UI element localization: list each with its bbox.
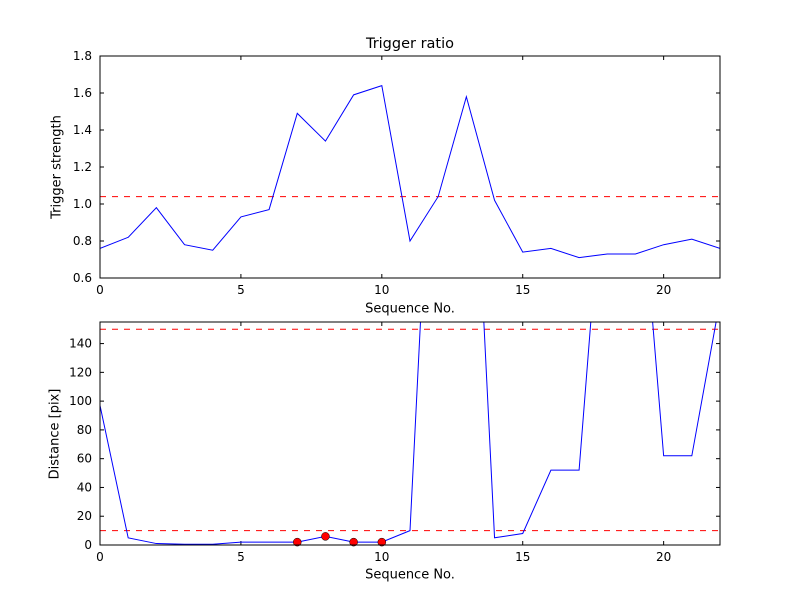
y-tick-label: 140 [69,337,92,351]
axes-border [99,55,721,279]
y-tick-label: 100 [69,394,92,408]
bottom-x-axis-label: Sequence No. [365,567,455,583]
top-x-axis-label: Sequence No. [365,301,455,317]
x-tick-label: 15 [515,550,530,564]
y-tick-label: 60 [77,452,92,466]
y-tick-label: 1.8 [73,49,92,63]
y-tick-label: 20 [77,509,92,523]
top-y-axis-label: Trigger strength [49,115,65,219]
x-tick-label: 20 [656,283,671,297]
data-line [100,322,717,545]
y-tick-label: 120 [69,365,92,379]
trigger-marker [349,537,358,547]
axes-border [99,321,721,546]
y-tick-label: 1.0 [73,197,92,211]
x-tick-label: 10 [374,550,389,564]
x-tick-label: 5 [237,283,245,297]
y-tick-label: 0.6 [73,271,92,285]
x-tick-label: 10 [374,283,389,297]
y-tick-label: 1.2 [73,160,92,174]
y-tick-label: 80 [77,423,92,437]
trigger-marker [377,537,387,547]
y-tick-label: 1.4 [73,123,92,137]
data-line [100,84,720,259]
x-tick-label: 20 [656,550,671,564]
y-tick-label: 0.8 [73,234,92,248]
trigger-marker [293,537,302,547]
y-tick-label: 40 [77,480,92,494]
x-tick-label: 0 [96,550,104,564]
y-tick-label: 1.6 [73,86,92,100]
figure-title: Trigger ratio [365,35,455,52]
bottom-y-axis-label: Distance [pix] [47,388,63,480]
y-tick-label: 0 [84,538,92,552]
x-tick-label: 5 [237,550,245,564]
x-tick-label: 15 [515,283,530,297]
x-tick-label: 0 [96,283,104,297]
trigger-marker [321,532,330,541]
